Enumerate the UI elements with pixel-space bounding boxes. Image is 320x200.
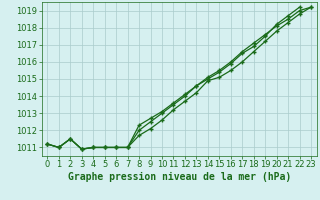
X-axis label: Graphe pression niveau de la mer (hPa): Graphe pression niveau de la mer (hPa)	[68, 172, 291, 182]
